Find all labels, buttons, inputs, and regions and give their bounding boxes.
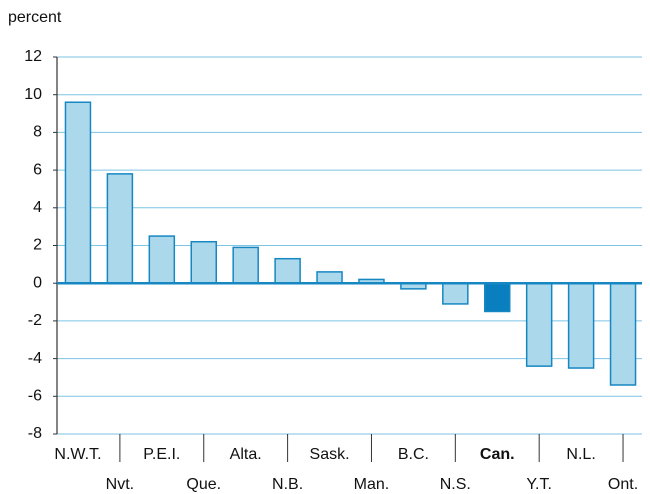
y-tick-label: 6 [33, 161, 42, 178]
x-tick-label: Alta. [230, 446, 262, 463]
x-tick-label: Ont. [608, 476, 638, 493]
y-tick-label: -6 [28, 388, 42, 405]
bar [316, 271, 343, 284]
y-tick-label: -2 [28, 312, 42, 329]
x-tick-label: Y.T. [526, 476, 552, 493]
x-tick-label: Can. [480, 446, 515, 463]
x-tick-label: N.B. [272, 476, 303, 493]
y-tick-label: 4 [33, 199, 42, 216]
x-tick-label: N.L. [566, 446, 595, 463]
bar [442, 282, 469, 305]
y-tick-label: 10 [24, 86, 42, 103]
x-tick-label: N.W.T. [54, 446, 101, 463]
bar [609, 282, 637, 386]
x-tick-label: Nvt. [106, 476, 134, 493]
bar [190, 240, 217, 284]
y-tick-label: 0 [33, 274, 42, 291]
x-tick-label: Man. [354, 476, 390, 493]
x-tick-label: Que. [186, 476, 221, 493]
x-tick-label: N.S. [440, 476, 471, 493]
x-tick-label: P.E.I. [143, 446, 180, 463]
bar [567, 282, 595, 369]
bar [274, 257, 301, 284]
bar [64, 101, 92, 284]
bar [148, 235, 176, 284]
y-tick-label: -8 [28, 425, 42, 442]
bar [525, 282, 553, 367]
y-axis-label: percent [8, 9, 62, 26]
x-tick-label: B.C. [398, 446, 429, 463]
y-tick-label: 12 [24, 48, 42, 65]
bar [484, 282, 511, 313]
x-tick-label: Sask. [310, 446, 350, 463]
bar [106, 173, 134, 284]
bar [232, 246, 259, 284]
y-tick-label: 2 [33, 237, 42, 254]
y-tick-label: 8 [33, 124, 42, 141]
y-tick-label: -4 [28, 350, 42, 367]
